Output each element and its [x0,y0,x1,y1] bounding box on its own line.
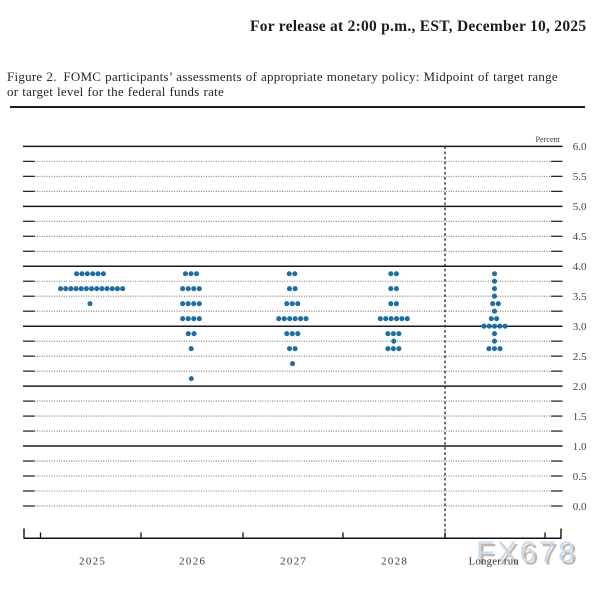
svg-text:Percent: Percent [535,135,560,144]
svg-text:2028: 2028 [381,556,408,568]
svg-text:2025: 2025 [79,556,106,568]
svg-text:3.5: 3.5 [573,291,587,303]
svg-text:4.5: 4.5 [573,231,587,243]
svg-text:1.5: 1.5 [573,411,587,423]
svg-text:0.0: 0.0 [573,501,587,513]
svg-text:6.0: 6.0 [573,141,587,153]
svg-text:2.5: 2.5 [573,351,587,363]
svg-text:1.0: 1.0 [573,441,587,453]
svg-text:5.5: 5.5 [573,171,587,183]
svg-text:0.5: 0.5 [573,471,587,483]
svg-text:2026: 2026 [179,556,206,568]
svg-text:Longer run: Longer run [469,556,520,568]
svg-text:5.0: 5.0 [573,201,587,213]
svg-text:2027: 2027 [280,556,307,568]
svg-text:3.0: 3.0 [573,321,587,333]
svg-text:2.0: 2.0 [573,381,587,393]
svg-text:4.0: 4.0 [573,261,587,273]
